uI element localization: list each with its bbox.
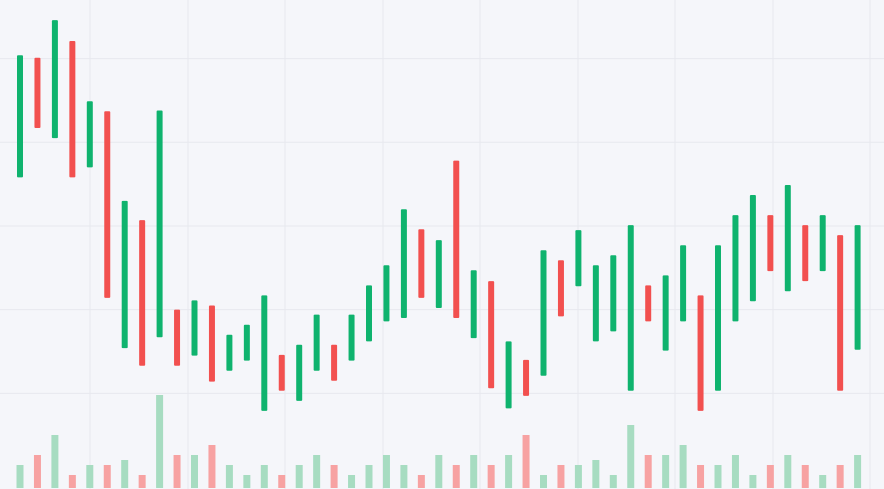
- volume-bar: [470, 455, 478, 488]
- volume-bar: [138, 475, 146, 488]
- candle-body: [610, 255, 617, 332]
- volume-bar: [173, 455, 181, 488]
- volume-bar: [766, 465, 774, 488]
- volume-bar: [644, 455, 652, 488]
- candle-body: [278, 354, 285, 391]
- volume-bar: [330, 465, 338, 488]
- volume-bar: [208, 445, 216, 488]
- candle-body: [383, 265, 390, 322]
- candle-body: [313, 314, 320, 371]
- volume-bar: [16, 465, 24, 488]
- volume-bar: [801, 465, 809, 488]
- candle-body: [784, 184, 791, 292]
- candle-body: [208, 305, 215, 382]
- volume-bar: [51, 435, 59, 488]
- volume-bar: [243, 475, 251, 488]
- candle-body: [435, 240, 442, 308]
- volume-bar: [121, 460, 129, 488]
- volume-bar: [522, 435, 530, 488]
- candle-body: [121, 200, 128, 349]
- volume-bar: [33, 455, 41, 488]
- candle-body: [749, 194, 756, 302]
- volume-bar: [819, 475, 827, 488]
- volume-bar: [679, 445, 687, 488]
- volume-bar: [487, 465, 495, 488]
- volume-bar: [540, 475, 547, 488]
- volume-bar: [225, 465, 233, 488]
- volume-bar: [278, 475, 286, 488]
- candle-body: [104, 111, 111, 298]
- volume-bar: [731, 455, 739, 488]
- candle-body: [732, 215, 739, 322]
- volume-bar: [313, 455, 321, 488]
- candle-body: [156, 110, 163, 338]
- volume-bar: [68, 475, 76, 488]
- candle-body: [174, 309, 181, 366]
- candle-body: [69, 41, 76, 178]
- candle-body: [645, 285, 652, 322]
- volume-bar: [400, 465, 408, 488]
- volume-bar: [86, 465, 94, 488]
- volume-bar: [854, 455, 862, 488]
- candle-body: [191, 300, 198, 356]
- volume-bar: [627, 425, 635, 488]
- candle-body: [86, 101, 93, 168]
- candle-body: [488, 281, 495, 389]
- candle-body: [662, 275, 669, 351]
- volume-bar: [103, 465, 111, 488]
- volume-bar: [348, 475, 356, 488]
- volume-bar: [662, 455, 670, 488]
- volume-bar: [365, 465, 373, 488]
- candle-body: [470, 270, 477, 339]
- candle-body: [592, 265, 599, 342]
- candle-body: [226, 334, 233, 371]
- volume-bar: [452, 465, 460, 488]
- volume-bar: [592, 460, 600, 488]
- candle-body: [802, 225, 809, 282]
- volume-bar: [609, 475, 617, 488]
- candle-body: [523, 359, 530, 396]
- candle-body: [837, 235, 844, 391]
- candle-body: [575, 230, 582, 287]
- candle-body: [296, 344, 303, 401]
- candle-body: [400, 209, 407, 318]
- candle-body: [854, 225, 861, 350]
- candle-body: [767, 215, 774, 272]
- candle-body: [261, 295, 268, 411]
- candle-body: [453, 160, 460, 318]
- candle-body: [139, 220, 146, 366]
- candle-body: [366, 285, 372, 342]
- candle-body: [715, 245, 721, 391]
- candle-body: [557, 260, 564, 317]
- candle-body: [540, 250, 547, 376]
- candle-body: [348, 314, 355, 361]
- volume-bar: [714, 465, 722, 488]
- volume-bar: [435, 455, 443, 488]
- candle-body: [243, 324, 250, 361]
- volume-bar: [260, 465, 268, 488]
- candle-body: [627, 225, 634, 391]
- candle-body: [51, 20, 58, 139]
- volume-bar: [836, 465, 844, 488]
- volume-bar: [697, 465, 705, 488]
- volume-bar: [156, 395, 164, 488]
- volume-bar: [505, 455, 513, 488]
- candle-body: [331, 344, 338, 381]
- candle-body: [680, 245, 687, 322]
- volume-bar: [784, 455, 792, 488]
- volume-bar: [295, 465, 303, 488]
- candle-body: [697, 295, 704, 411]
- volume-bar: [382, 455, 390, 488]
- candle-body: [819, 215, 826, 272]
- volume-bar: [749, 475, 757, 488]
- volume-bar: [574, 465, 582, 488]
- candle-body: [418, 229, 425, 298]
- volume-bar: [417, 475, 425, 488]
- volume-bar: [557, 465, 565, 488]
- candle-body: [34, 57, 41, 129]
- volume-bar: [191, 455, 198, 488]
- candle-body: [17, 55, 23, 178]
- candle-body: [505, 341, 512, 409]
